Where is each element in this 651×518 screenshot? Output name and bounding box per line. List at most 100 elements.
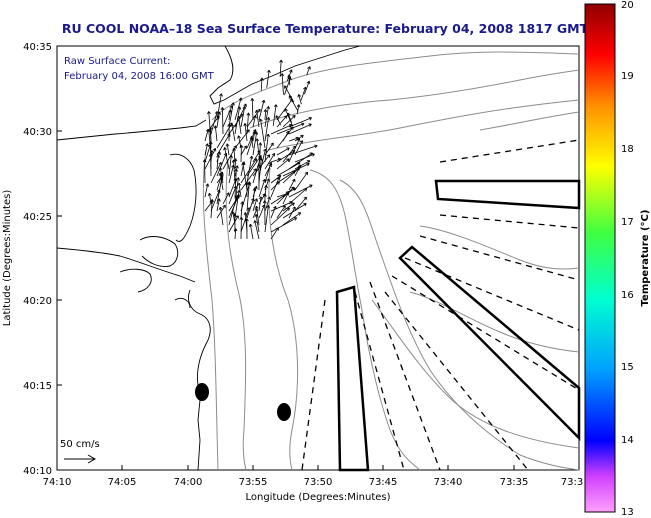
current-vector-head [226, 192, 230, 195]
current-vector-head [275, 104, 278, 108]
current-vector-head [238, 135, 241, 139]
current-vector-head [221, 93, 223, 97]
current-vector-head [247, 181, 250, 185]
current-vector [238, 182, 242, 198]
current-vector [294, 134, 304, 142]
current-vector [276, 150, 296, 163]
current-vector-head [298, 94, 302, 97]
current-vector-head [280, 59, 283, 63]
current-vector-head [297, 94, 299, 98]
current-vector [288, 145, 318, 156]
current-vector-head [254, 214, 257, 218]
map-title: RU COOL NOAA–18 Sea Surface Temperature:… [62, 21, 589, 36]
current-vector-head [205, 143, 208, 147]
current-vector-head [303, 188, 307, 190]
current-vector [276, 162, 301, 177]
current-vector-head [267, 133, 270, 137]
current-vector-head [264, 193, 267, 197]
current-vector-head [304, 171, 308, 174]
current-vector [228, 113, 244, 135]
colorbar-tick: 15 [621, 362, 634, 373]
current-vector [258, 179, 266, 198]
colorbar-tick: 20 [621, 0, 634, 11]
current-vector [252, 198, 258, 212]
current-vector-head [244, 123, 248, 126]
current-vector [272, 104, 277, 126]
current-vector [228, 155, 232, 177]
current-vector-head [279, 59, 282, 63]
map-plot-area: 50 cm/s Raw Surface Current: February 04… [56, 45, 581, 472]
current-vector [282, 202, 295, 212]
current-vector [276, 205, 286, 219]
current-vector-head [211, 150, 214, 154]
current-vector [264, 109, 266, 121]
current-vector [288, 206, 296, 219]
current-vector [288, 152, 313, 170]
current-vector-head [217, 111, 220, 115]
current-vector-head [207, 111, 210, 115]
current-vector-head [265, 109, 268, 113]
current-vector-head [223, 147, 225, 151]
current-vector [216, 93, 222, 121]
current-vector-head [289, 69, 292, 72]
current-vector-head [255, 138, 258, 142]
current-vector [306, 66, 311, 76]
x-tick: 73:50 [304, 477, 333, 488]
current-vector-head [233, 145, 237, 148]
current-vector [246, 198, 254, 219]
current-vector-head [273, 205, 276, 209]
current-vector-head [303, 196, 307, 199]
current-vector-head [293, 188, 296, 192]
current-vector [228, 186, 237, 205]
current-vector-head [259, 118, 261, 122]
current-vector [216, 152, 227, 177]
current-vector-head [298, 162, 301, 166]
y-tick-labels: 40:35 40:30 40:25 40:20 40:15 40:10 [23, 42, 52, 477]
current-vector-head [241, 162, 244, 166]
current-vector-head [266, 117, 270, 120]
current-vector-head [230, 155, 233, 159]
current-vector-head [242, 162, 246, 166]
current-vector [240, 182, 251, 212]
x-tick-labels: 74:10 74:05 74:00 73:55 73:50 73:45 73:4… [43, 477, 584, 488]
current-vector-head [287, 158, 290, 162]
y-tick: 40:25 [23, 212, 52, 223]
current-vector-head [243, 103, 247, 106]
current-vector-head [236, 177, 239, 181]
current-vector-head [269, 196, 271, 200]
current-vector-head [259, 158, 262, 161]
current-vector-head [214, 125, 218, 129]
current-vector-head [237, 115, 239, 119]
current-vector-head [270, 162, 273, 166]
current-vector [216, 154, 219, 170]
current-vector-head [233, 147, 237, 151]
colorbar-tick: 16 [621, 290, 634, 301]
current-vector-head [292, 186, 295, 191]
current-vector [238, 116, 242, 135]
current-vector [282, 192, 289, 205]
current-vector-head [207, 129, 210, 133]
current-vector-head [307, 160, 311, 164]
current-vector [264, 161, 272, 184]
colorbar-label: Temperature (°C) [640, 210, 651, 307]
current-vector-head [290, 77, 292, 81]
current-vector-head [232, 147, 235, 151]
current-vector-head [233, 228, 237, 232]
current-vector-head [268, 106, 270, 110]
current-vector [264, 153, 275, 170]
y-tick: 40:35 [23, 42, 52, 53]
colorbar-tick: 18 [621, 144, 634, 155]
current-vector [256, 110, 260, 128]
current-vector-head [275, 206, 277, 210]
current-vector [282, 203, 307, 219]
current-vector [256, 206, 260, 226]
current-vector [234, 106, 241, 135]
current-vector [210, 111, 218, 135]
current-vector-head [234, 168, 237, 172]
current-vector [219, 173, 224, 191]
current-vector-head [314, 144, 318, 146]
current-vector-head [212, 148, 216, 151]
current-vector [270, 175, 282, 184]
scale-arrow-icon [64, 454, 97, 464]
current-vector [282, 130, 290, 142]
